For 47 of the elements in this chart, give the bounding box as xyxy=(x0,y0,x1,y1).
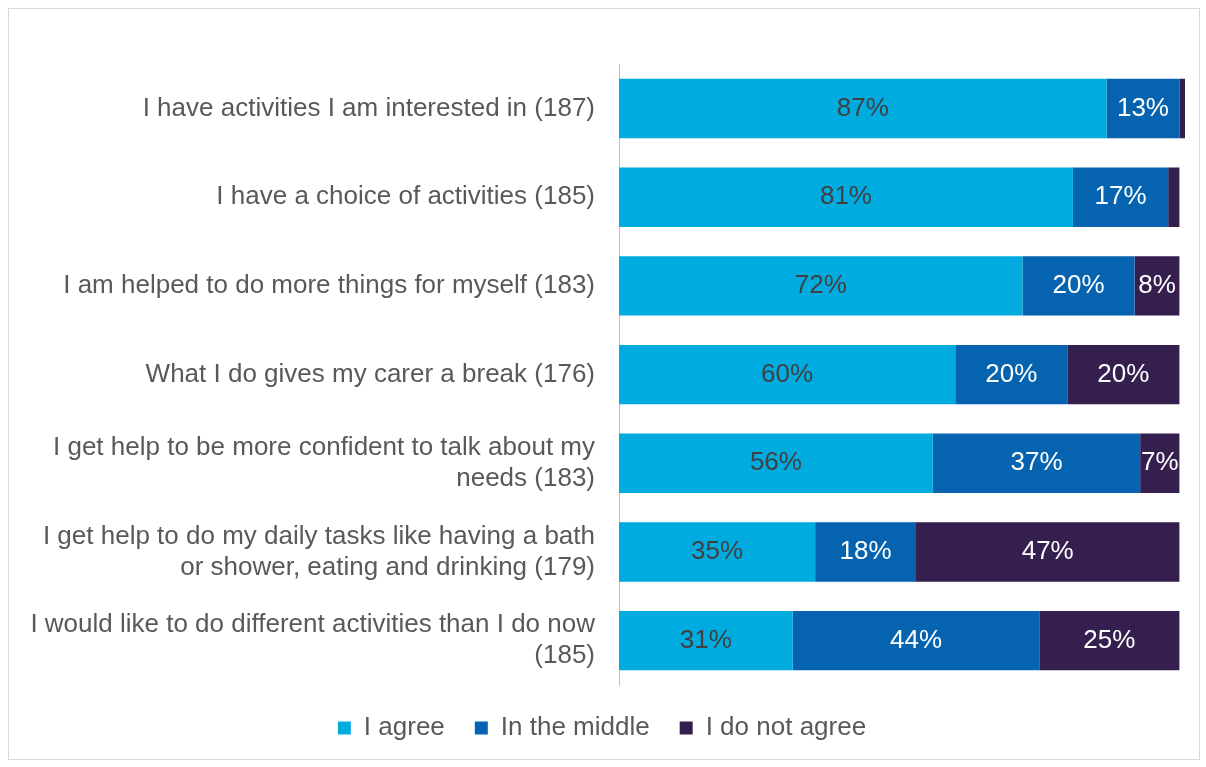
bar xyxy=(619,610,793,671)
data-label: 20% xyxy=(1097,357,1150,388)
y-tick-label: I get help to do my daily tasks like having a bath or shower, eating and drinking (179) xyxy=(42,519,595,581)
legend-label: In the middle xyxy=(500,711,650,742)
legend-label: I do not agree xyxy=(705,711,867,742)
data-label: 56% xyxy=(749,446,802,477)
bar xyxy=(932,433,1141,493)
data-label: 8% xyxy=(1138,269,1176,300)
bar xyxy=(619,78,1107,139)
y-tick-label: I have a choice of activities (185) xyxy=(216,180,595,211)
data-label: 37% xyxy=(1010,446,1063,477)
data-label: 81% xyxy=(819,180,872,211)
y-tick-label: I have activities I am interested in (187) xyxy=(142,91,595,122)
data-label: 20% xyxy=(1052,269,1105,300)
bar xyxy=(792,610,1040,671)
data-label: 31% xyxy=(679,623,732,654)
data-label: 7% xyxy=(1140,446,1179,477)
data-label: 72% xyxy=(794,269,847,300)
bar xyxy=(1067,344,1180,405)
data-label: 13% xyxy=(1116,91,1169,122)
data-label: 35% xyxy=(691,535,744,566)
bar xyxy=(1039,610,1180,671)
y-tick-label: I get help to be more confident to talk about my needs (183) xyxy=(53,430,595,493)
bar xyxy=(619,344,956,405)
bar xyxy=(1022,256,1135,316)
bar xyxy=(1072,167,1169,227)
bar xyxy=(619,522,816,582)
bar xyxy=(916,522,1180,582)
y-tick-label: I would like to do different activities than I do now (185) xyxy=(30,608,596,670)
bar xyxy=(955,344,1068,405)
bar xyxy=(1179,78,1185,139)
bar xyxy=(815,522,917,582)
data-label: 25% xyxy=(1083,623,1136,654)
data-label: 18% xyxy=(839,535,892,566)
y-tick-label: What I do gives my carer a break (176) xyxy=(145,357,595,388)
data-label: 60% xyxy=(761,357,814,388)
bar xyxy=(1168,167,1180,227)
data-label: 87% xyxy=(836,91,889,122)
y-tick-label: I am helped to do more things for myself (183) xyxy=(63,269,595,300)
data-label: 47% xyxy=(1021,535,1074,566)
bar xyxy=(619,256,1023,316)
bar xyxy=(619,167,1073,227)
data-label: 44% xyxy=(889,623,943,654)
data-label: 17% xyxy=(1094,180,1147,211)
data-label: 20% xyxy=(985,357,1038,388)
legend-label: I agree xyxy=(363,711,445,742)
bar xyxy=(619,433,933,493)
